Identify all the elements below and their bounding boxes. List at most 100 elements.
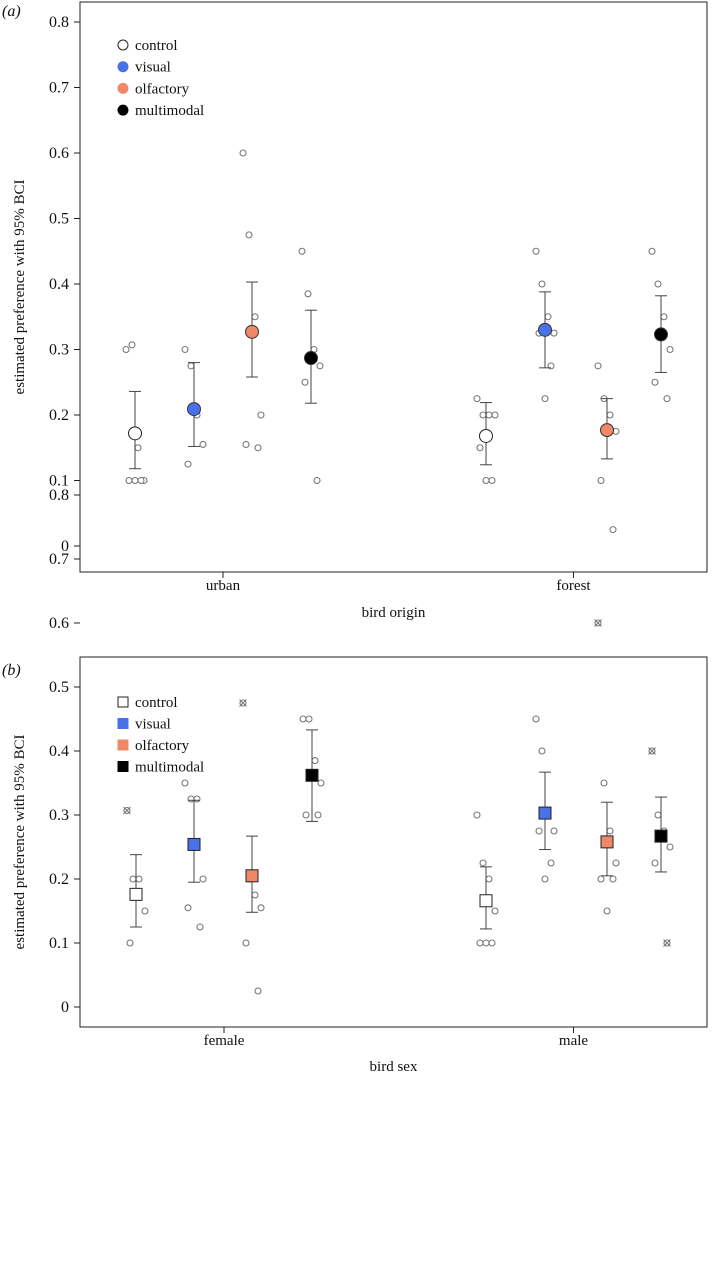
legend-label-visual: visual [135,60,171,76]
y-tick-label: 0.8 [49,487,69,504]
raw-data-point [609,526,617,534]
raw-data-point [187,362,195,370]
x-tick-label: urban [206,578,241,594]
y-tick-label: 0.6 [49,615,69,632]
raw-data-point [606,827,614,835]
y-tick-label: 0.5 [49,679,69,696]
raw-data-point [316,362,324,370]
raw-data-point [476,939,484,947]
raw-data-point [298,247,306,255]
raw-data-point [254,987,262,995]
outlier-cross-mark [123,806,131,815]
raw-data-point [482,939,490,947]
legend-label-olfactory: olfactory [135,81,190,97]
legend-swatch-olfactory [117,739,129,751]
y-tick-label: 0.1 [49,473,69,490]
raw-data-point [299,715,307,723]
raw-data-point [666,843,674,851]
raw-data-point [544,313,552,321]
raw-data-point [660,313,668,321]
y-tick-label: 0.6 [49,145,69,162]
raw-data-point [181,345,189,354]
legend-label-olfactory: olfactory [135,738,190,754]
mean-marker-control [479,428,493,443]
y-tick-label: 0.3 [49,342,69,359]
legend-label-multimodal: multimodal [135,103,204,119]
raw-data-point [541,875,549,883]
raw-data-point [550,827,558,835]
raw-data-point [122,345,130,354]
raw-data-point [137,476,145,485]
raw-data-point [491,907,499,915]
mean-marker-olfactory [600,835,614,849]
plot-frame [79,656,708,1028]
raw-data-point [491,411,499,419]
mean-marker-multimodal [304,351,318,366]
y-tick-label: 0.7 [49,551,69,568]
raw-data-point [129,875,137,883]
raw-data-point [535,827,543,835]
raw-data-point [473,395,481,403]
y-axis-title: estimated preference with 95% BCI [12,180,28,395]
raw-data-point [199,875,207,883]
raw-data-point [651,378,659,386]
outlier-cross-mark [663,939,671,947]
raw-data-point [651,859,659,867]
legend-swatch-visual [117,61,129,73]
raw-data-point [181,779,189,787]
x-axis-title: bird sex [370,1059,418,1075]
raw-data-point [485,411,493,419]
raw-data-point [125,476,133,485]
raw-data-point [538,747,546,755]
raw-data-point [603,907,611,915]
mean-marker-olfactory [245,324,259,339]
raw-data-point [134,444,142,452]
raw-data-point [305,715,313,723]
x-tick-label: male [559,1033,588,1049]
raw-data-point [245,231,253,239]
raw-data-point [597,476,605,485]
y-tick-label: 0.8 [49,14,69,31]
mean-marker-olfactory [600,423,614,438]
raw-data-point [239,149,247,157]
raw-data-point [242,440,250,449]
mean-marker-visual [538,806,552,820]
raw-data-point [479,859,487,867]
y-tick-label: 0.2 [49,871,69,888]
raw-data-point [482,476,490,485]
raw-data-point [257,904,265,912]
mean-marker-control [479,894,493,908]
panel-label: (a) [2,3,21,20]
outlier-cross-mark [239,699,247,707]
y-tick-label: 0.2 [49,407,69,424]
raw-data-point [254,444,262,452]
raw-data-point [135,875,143,883]
raw-data-point [257,411,265,419]
legend-label-control: control [135,38,178,54]
legend-swatch-olfactory [117,82,129,94]
raw-data-point [600,779,608,787]
raw-data-point [476,444,484,452]
raw-data-point [473,811,481,819]
raw-data-point [128,341,136,349]
raw-data-point [532,247,540,255]
raw-data-point [311,757,319,765]
raw-data-point [485,875,493,883]
outlier-cross-mark [648,747,656,755]
legend-swatch-multimodal [117,761,129,772]
raw-data-point [479,411,487,419]
raw-data-point [547,859,555,867]
y-tick-label: 0.4 [49,743,69,760]
y-axis-title: estimated preference with 95% BCI [12,735,28,950]
raw-data-point [141,907,149,915]
legend-label-visual: visual [135,717,171,733]
mean-marker-olfactory [245,869,259,883]
raw-data-point [532,715,540,723]
y-tick-label: 0.4 [49,276,69,293]
legend-swatch-multimodal [117,104,129,116]
legend-label-multimodal: multimodal [135,760,204,776]
raw-data-point [131,476,139,485]
y-tick-label: 0.7 [49,80,69,97]
raw-data-point [612,859,620,867]
